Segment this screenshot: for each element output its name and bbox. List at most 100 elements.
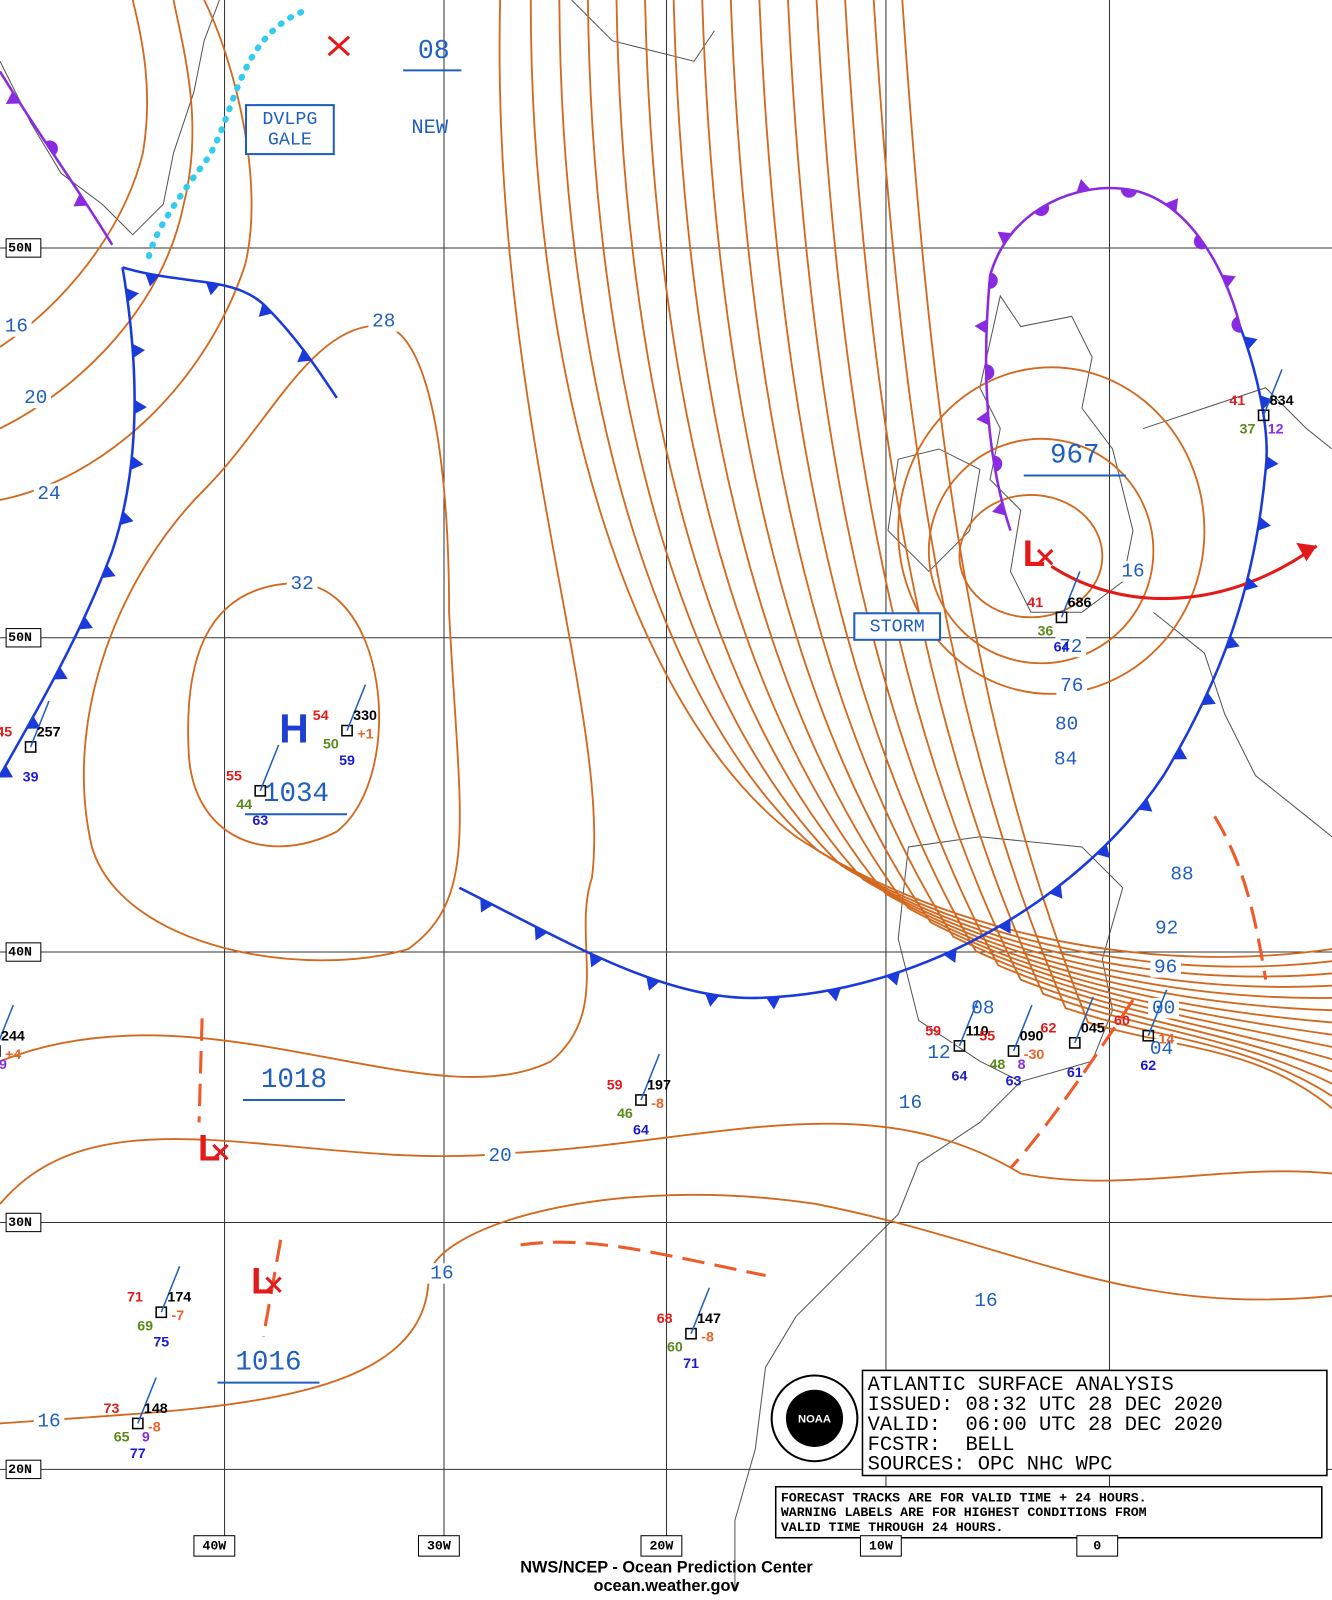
lat-label-box	[5, 1212, 42, 1233]
station-temp: 55	[979, 1029, 995, 1045]
station-pressure: 110	[966, 1023, 989, 1039]
wind-barb	[0, 1004, 14, 1041]
station-tendency: -30	[1024, 1047, 1045, 1063]
new-center-pressure: 08	[418, 36, 450, 66]
front-symbol	[145, 273, 160, 287]
station-dew: 36	[1037, 623, 1053, 639]
isobar-label-bg	[967, 997, 999, 1019]
isobar-label: 28	[372, 311, 395, 333]
station-dew: 37	[1240, 421, 1256, 437]
center-symbol: H	[279, 705, 308, 751]
front-symbol	[53, 666, 68, 680]
station-marker	[953, 1040, 966, 1052]
isobar-label-bg	[1148, 997, 1179, 1019]
front-symbol	[1034, 203, 1050, 217]
station-pressure: 257	[37, 724, 61, 740]
station-wave: 39	[23, 769, 39, 785]
station-temp: 59	[607, 1077, 623, 1093]
isobar-label: 12	[927, 1042, 950, 1064]
station-other: 12	[1268, 421, 1284, 437]
lon-label-box	[640, 1535, 683, 1557]
station-pressure: 045	[1081, 1020, 1105, 1036]
station-dew: 50	[323, 737, 339, 753]
station-tendency: -7	[171, 1308, 184, 1324]
isobar-label-bg	[923, 1042, 955, 1064]
wind-barb	[1012, 1004, 1033, 1052]
front-symbol	[205, 282, 220, 296]
isobar	[644, 0, 1332, 999]
footer-agency: NWS/NCEP - Ocean Prediction Center	[520, 1559, 813, 1577]
isobar-label-bg	[426, 1263, 458, 1284]
front-symbol	[130, 455, 144, 471]
front-symbol	[1243, 336, 1258, 350]
station-marker	[24, 741, 37, 753]
wind-barb	[259, 744, 280, 792]
isobar	[615, 0, 1332, 988]
station-temp: 60	[1114, 1013, 1130, 1029]
isobar	[901, 0, 1332, 1109]
isobar-label: 80	[1055, 714, 1078, 736]
wind-barb	[958, 999, 979, 1047]
labels: 50N 50N 40N 30N 20N 40W 30W 20W 10W 0 08 NEW DVLPGGA…	[0, 36, 1294, 1595]
front-symbol	[534, 926, 548, 941]
lat-label: 40N	[8, 945, 32, 960]
station-wave: 63	[252, 813, 268, 829]
info-line: VALID: 06:00 UTC 28 DEC 2020	[868, 1414, 1223, 1437]
station-pressure: 174	[167, 1290, 191, 1306]
wind-barb	[640, 1053, 661, 1101]
isobar-label: 76	[1060, 675, 1083, 697]
station-wave: 62	[1140, 1058, 1156, 1074]
station-marker	[1055, 611, 1068, 624]
front-symbol	[766, 996, 781, 1010]
station-temp: 62	[1041, 1020, 1057, 1036]
isobar-label-bg	[286, 573, 318, 594]
isobar-label-bg	[1055, 636, 1087, 658]
isobar-label: 92	[1155, 918, 1178, 940]
station-pressure: 330	[353, 708, 377, 724]
wind-barb	[1060, 571, 1081, 618]
center-pressure: 1034	[263, 779, 329, 810]
front-symbol	[1244, 576, 1259, 591]
front-symbol	[826, 988, 841, 1002]
station-other: 9	[142, 1430, 150, 1446]
station-temp: 55	[226, 768, 242, 784]
wind-barb	[160, 1266, 181, 1313]
station-tendency: -8	[651, 1096, 664, 1112]
lat-label-box	[5, 628, 42, 648]
lat-label: 30N	[8, 1215, 32, 1230]
wind-barb	[690, 1287, 711, 1334]
isobar-label: 16	[5, 316, 28, 338]
station-marker	[635, 1094, 647, 1106]
station-temp: 41	[1027, 595, 1043, 611]
warning-label: GALE	[268, 130, 312, 151]
front-symbol	[26, 716, 41, 729]
station-wave: 59	[339, 753, 355, 769]
isobar-label: 20	[489, 1145, 512, 1167]
front-symbol	[5, 91, 21, 105]
front-symbol	[1231, 316, 1242, 333]
center-x	[212, 1143, 229, 1161]
lat-label-box	[5, 1459, 42, 1480]
lat-lon-grid	[0, 0, 1332, 1541]
front-symbol	[297, 349, 312, 363]
station-tendency: -8	[701, 1330, 714, 1346]
isobar-label-bg	[33, 1411, 65, 1432]
info-line: SOURCES: OPC NHC WPC	[868, 1454, 1113, 1477]
front-symbol	[976, 411, 990, 426]
isobar-label-bg	[1, 316, 32, 337]
isobar-label: 04	[1150, 1038, 1173, 1060]
center-x	[1036, 548, 1054, 566]
lon-label-box	[193, 1535, 236, 1557]
station-wave: 71	[683, 1356, 699, 1372]
front-symbol	[992, 501, 1006, 516]
station-dew: 69	[137, 1318, 153, 1334]
station-wave: 63	[1006, 1073, 1022, 1089]
lat-label-box	[5, 238, 42, 258]
info-box	[774, 1369, 1328, 1539]
isobar-label: 16	[1121, 561, 1144, 583]
front-symbol	[1049, 884, 1063, 899]
svg-text:NOAA: NOAA	[798, 1413, 831, 1425]
station-marker	[131, 1417, 144, 1430]
